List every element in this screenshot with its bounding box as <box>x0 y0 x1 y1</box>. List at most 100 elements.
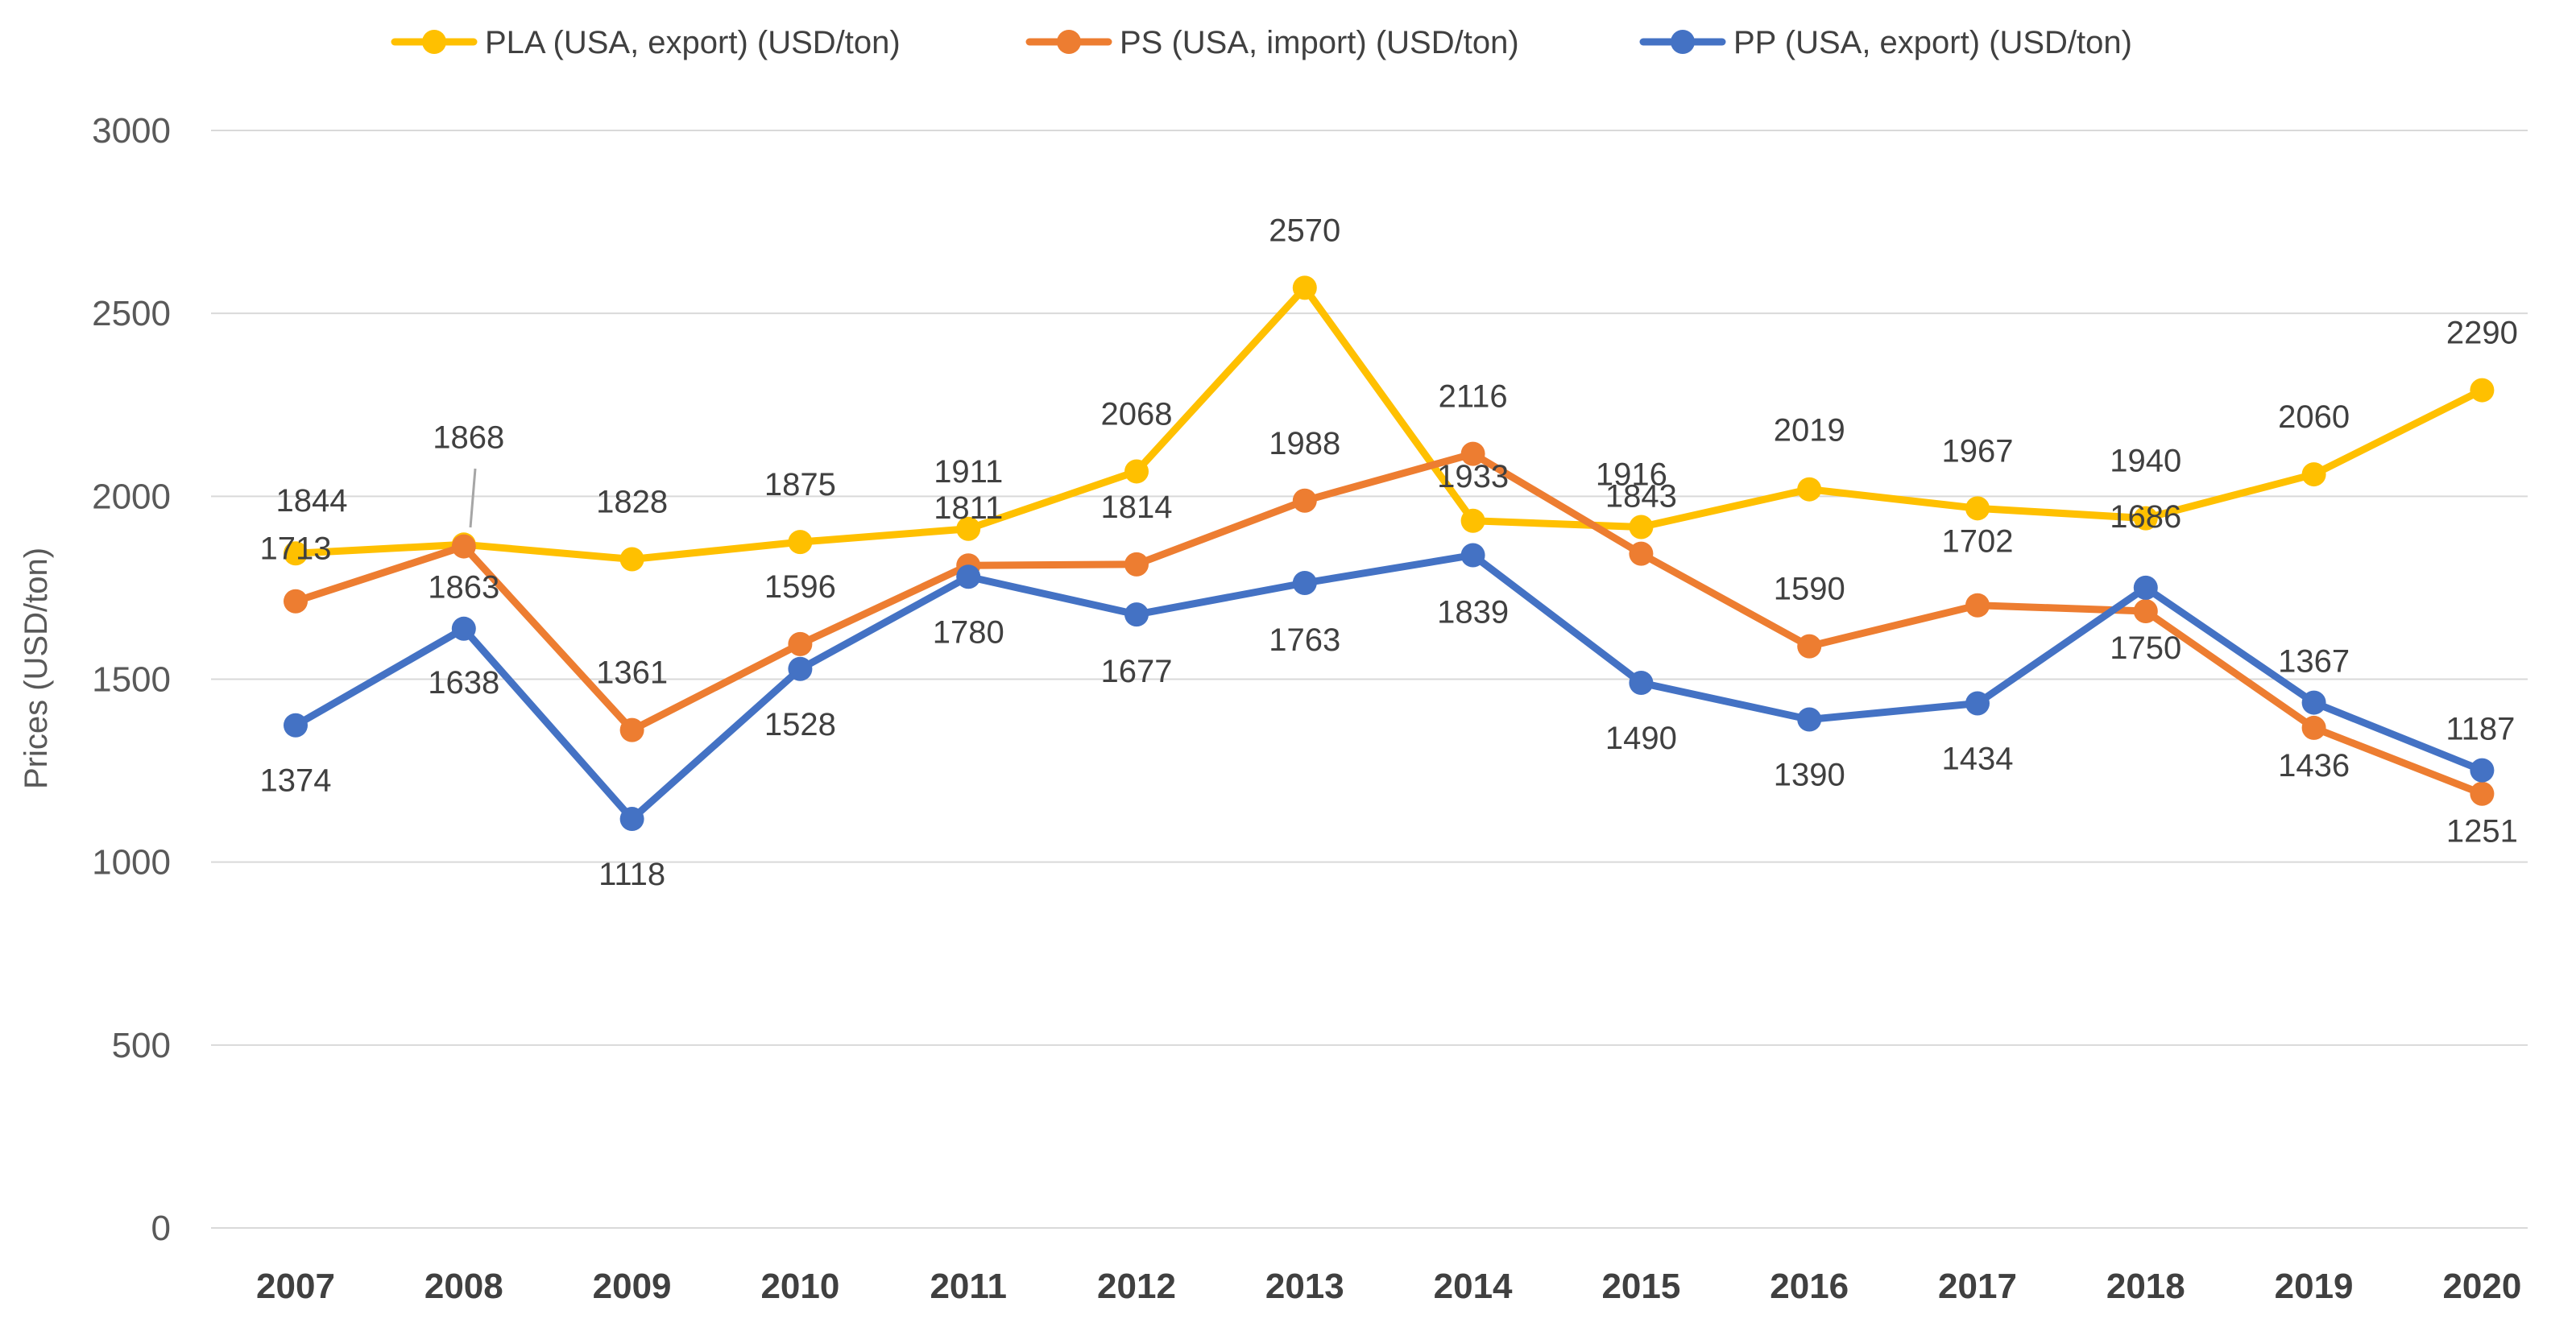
data-point <box>2301 690 2326 715</box>
data-label: 1780 <box>933 614 1004 650</box>
data-label: 1911 <box>934 454 1003 490</box>
data-point <box>1965 496 1990 521</box>
x-tick-label: 2017 <box>1938 1267 2017 1306</box>
data-label: 1187 <box>2446 712 2515 747</box>
data-label: 1367 <box>2278 644 2350 680</box>
data-label: 1677 <box>1101 654 1173 689</box>
data-point <box>1292 488 1317 513</box>
x-tick-label: 2007 <box>256 1267 335 1306</box>
legend-swatch-marker <box>1671 30 1695 54</box>
series-line <box>292 551 2486 823</box>
data-label: 1390 <box>1774 757 1845 792</box>
data-label: 1839 <box>1437 594 1509 630</box>
x-tick-label: 2018 <box>2106 1267 2185 1306</box>
y-tick-label: 3000 <box>92 111 171 151</box>
data-point <box>1460 543 1485 568</box>
data-point <box>1460 441 1485 466</box>
x-axis-ticks: 2007 2008 2009 2010 2011 2012 2013 2014 2015 2016… <box>256 1267 2521 1306</box>
legend-label: PS (USA, import) (USD/ton) <box>1120 25 1519 60</box>
y-tick-label: 0 <box>151 1209 171 1248</box>
data-label: 1750 <box>2110 630 2181 666</box>
data-label: 1490 <box>1605 721 1677 756</box>
series-line <box>292 283 2486 563</box>
data-point <box>2470 378 2495 403</box>
data-point <box>2133 506 2158 531</box>
grid-lines <box>211 130 2528 1229</box>
data-point <box>1629 671 1654 696</box>
y-axis-title: Prices (USD/ton) <box>19 548 54 789</box>
legend-label: PP (USA, export) (USD/ton) <box>1733 25 2132 60</box>
y-tick-label: 2000 <box>92 477 171 516</box>
data-point <box>284 589 308 614</box>
data-label: 1434 <box>1942 741 2014 776</box>
data-point <box>1292 571 1317 596</box>
x-tick-label: 2009 <box>593 1267 672 1306</box>
data-point <box>2470 781 2495 806</box>
series-layer <box>284 275 2495 832</box>
y-tick-label: 1500 <box>92 660 171 700</box>
y-tick-label: 500 <box>112 1026 171 1065</box>
data-label: 1590 <box>1774 572 1845 607</box>
x-tick-label: 2010 <box>760 1267 839 1306</box>
data-point <box>1292 275 1317 300</box>
legend-item-2: PP (USA, export) (USD/ton) <box>1639 25 2132 60</box>
x-tick-label: 2015 <box>1601 1267 1680 1306</box>
x-tick-label: 2012 <box>1097 1267 1176 1306</box>
data-point <box>284 541 308 566</box>
data-point <box>619 547 644 572</box>
data-label: 2570 <box>1269 213 1340 248</box>
data-label: 1118 <box>598 857 665 892</box>
series-2 <box>284 543 2495 832</box>
x-tick-label: 2011 <box>930 1267 1006 1306</box>
data-point <box>1460 508 1485 533</box>
legend-swatch-marker <box>422 30 446 54</box>
data-label: 1713 <box>260 531 332 567</box>
data-point <box>451 616 476 641</box>
y-tick-label: 1000 <box>92 843 171 883</box>
data-point <box>1797 707 1822 732</box>
data-point <box>2301 462 2326 487</box>
data-point <box>1965 593 1990 618</box>
data-point <box>451 534 476 559</box>
x-tick-label: 2014 <box>1434 1267 1513 1306</box>
data-label: 1763 <box>1269 622 1340 658</box>
x-tick-label: 2008 <box>425 1267 503 1306</box>
data-label: 1933 <box>1437 459 1509 494</box>
data-point <box>788 656 813 681</box>
data-label: 1828 <box>596 484 668 519</box>
data-label: 1638 <box>428 665 499 701</box>
data-label: 1686 <box>2110 499 2181 535</box>
y-tick-label: 2500 <box>92 294 171 333</box>
data-label: 2060 <box>2278 399 2350 435</box>
x-tick-label: 2016 <box>1770 1267 1849 1306</box>
label-leader-line <box>469 468 477 528</box>
data-point <box>788 631 813 656</box>
data-point <box>1629 541 1654 566</box>
data-label: 2019 <box>1774 413 1845 449</box>
data-label: 1988 <box>1269 426 1340 461</box>
data-label: 1814 <box>1101 490 1173 525</box>
data-label: 1528 <box>764 707 836 742</box>
x-tick-label: 2013 <box>1265 1267 1344 1306</box>
x-tick-label: 2019 <box>2275 1267 2354 1306</box>
data-point <box>2133 575 2158 600</box>
data-label: 1811 <box>934 490 1003 526</box>
data-point <box>1124 459 1149 484</box>
data-point <box>788 530 813 555</box>
data-label: 1844 <box>276 483 348 519</box>
data-point <box>284 713 308 738</box>
data-label: 1702 <box>1942 524 2014 560</box>
data-label: 1251 <box>2446 814 2518 850</box>
data-label: 1967 <box>1942 433 2014 469</box>
x-tick-label: 2020 <box>2442 1267 2521 1306</box>
data-label: 1436 <box>2278 748 2350 783</box>
data-point <box>1797 634 1822 659</box>
legend-item-1: PS (USA, import) (USD/ton) <box>1025 25 1519 60</box>
legend-swatch-marker <box>1057 30 1081 54</box>
y-axis-ticks: 0 500 1000 1500 2000 2500 3000 <box>92 111 171 1248</box>
legend-item-0: PLA (USA, export) (USD/ton) <box>391 25 901 60</box>
data-point <box>1797 477 1822 502</box>
data-label: 1916 <box>1596 457 1667 492</box>
